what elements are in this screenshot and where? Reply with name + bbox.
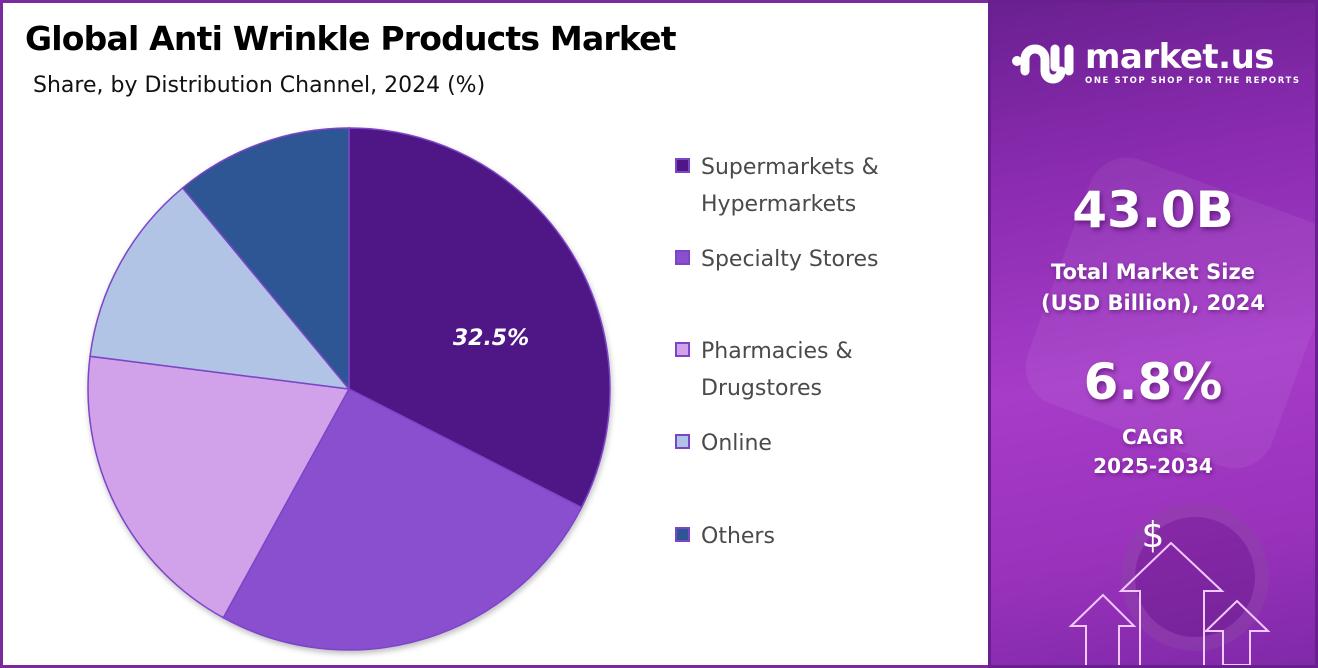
market-size-value: 43.0B: [1072, 181, 1234, 239]
summary-panel: market.us ONE STOP SHOP FOR THE REPORTS …: [988, 0, 1318, 668]
legend-label: Specialty Stores: [701, 247, 879, 272]
brand-logo: market.us ONE STOP SHOP FOR THE REPORTS: [1011, 37, 1301, 89]
chart-title: Global Anti Wrinkle Products Market: [25, 19, 677, 58]
growth-arrows-icon: [1068, 541, 1271, 665]
slice-supermarkets: [348, 127, 611, 509]
legend-label: Pharmacies & Drugstores: [701, 339, 853, 401]
slice-others: [181, 127, 350, 392]
market-size-label: Total Market Size (USD Billion), 2024: [1040, 260, 1266, 315]
cagr-label: CAGR 2025-2034: [1093, 425, 1213, 478]
brand-tagline: ONE STOP SHOP FOR THE REPORTS: [1085, 76, 1301, 86]
market-us-logo-icon: [1012, 44, 1074, 84]
legend-item-online: Online: [675, 425, 772, 462]
legend-item-pharmacies: Pharmacies & Drugstores: [675, 333, 853, 407]
legend-label: Online: [701, 431, 772, 456]
chart-subtitle: Share, by Distribution Channel, 2024 (%): [33, 73, 486, 98]
slice-specialty-stores: [222, 388, 583, 651]
slice-online: [89, 186, 351, 390]
legend-item-others: Others: [675, 518, 775, 555]
slice-data-label: 32.5%: [453, 326, 529, 351]
legend-label: Others: [701, 524, 775, 549]
legend-item-specialty-stores: Specialty Stores: [675, 241, 879, 278]
legend-swatch-supermarkets: [675, 158, 690, 173]
legend-swatch-others: [675, 527, 690, 542]
legend-swatch-pharmacies: [675, 342, 690, 357]
legend-swatch-specialty-stores: [675, 250, 690, 265]
legend-label: Supermarkets & Hypermarkets: [701, 155, 879, 217]
chart-panel: Global Anti Wrinkle Products Market Shar…: [0, 0, 988, 668]
brand-name: market.us: [1085, 37, 1275, 77]
legend-item-supermarkets: Supermarkets & Hypermarkets: [675, 149, 879, 223]
cagr-value: 6.8%: [1083, 353, 1223, 411]
legend-swatch-online: [675, 434, 690, 449]
dollar-icon: $: [1141, 515, 1165, 556]
slice-pharmacies: [87, 355, 351, 619]
pie-chart: 32.5%: [87, 127, 611, 651]
